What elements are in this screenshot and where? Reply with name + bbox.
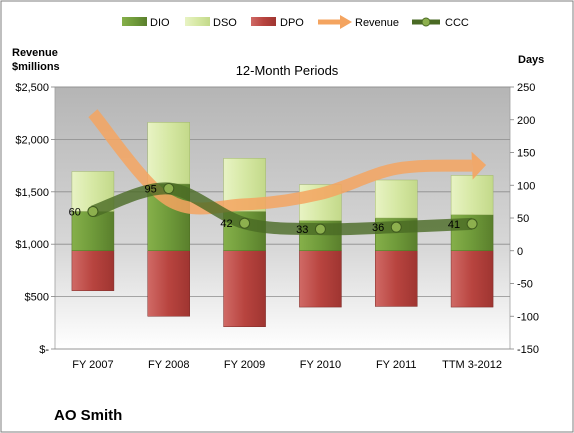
bar-dpo [375, 250, 418, 307]
revenue-arrowhead [471, 151, 487, 180]
right-tick-label: -150 [517, 344, 539, 356]
ccc-point [163, 183, 175, 195]
right-axis-ticks: 250 200 150 100 50 0 -50 -100 -150 [510, 82, 539, 356]
bar-dpo [223, 250, 266, 327]
bar-dso [450, 175, 494, 215]
legend: DIO DSO DPO Revenue CCC [122, 15, 469, 29]
right-tick-label: 200 [517, 115, 535, 127]
ccc-point [87, 205, 99, 217]
left-tick-label: $2,500 [15, 82, 49, 94]
bar-dso [147, 122, 190, 185]
category-label: FY 2009 [224, 359, 265, 371]
right-axis-title: Days [518, 54, 544, 66]
bar-dpo [147, 250, 190, 317]
category-label: FY 2011 [376, 359, 417, 371]
left-axis-ticks: $- $500 $1,000 $1,500 $2,000 $2,500 [15, 82, 55, 356]
legend-swatch-dso [185, 17, 210, 26]
lines [87, 109, 487, 236]
left-tick-label: $1,500 [15, 187, 49, 199]
legend-label-ccc: CCC [445, 17, 469, 29]
bar-dso [375, 179, 418, 219]
ccc-data-labels: 60 95 42 33 36 41 [69, 184, 460, 237]
ccc-data-label: 60 [69, 206, 81, 218]
left-axis-title-line2: $millions [12, 61, 60, 73]
bar-dpo [450, 250, 494, 308]
left-tick-label: $- [39, 344, 49, 356]
category-label: TTM 3-2012 [442, 359, 502, 371]
ccc-data-label: 36 [372, 222, 384, 234]
ccc-data-label: 95 [145, 184, 157, 196]
category-label: FY 2010 [300, 359, 341, 371]
legend-label-dso: DSO [213, 17, 237, 29]
legend-swatch-dpo [251, 17, 276, 26]
right-tick-label: -50 [517, 279, 533, 291]
ccc-data-label: 41 [448, 219, 460, 231]
left-tick-label: $2,000 [15, 134, 49, 146]
category-axis-ticks: FY 2007 FY 2008 FY 2009 FY 2010 FY 2011 TTM 3… [72, 359, 502, 371]
right-tick-label: 150 [517, 148, 535, 160]
ccc-data-label: 42 [220, 218, 232, 230]
bar-dpo [299, 250, 342, 308]
right-tick-label: 50 [517, 213, 529, 225]
left-tick-label: $1,000 [15, 239, 49, 251]
company-name: AO Smith [54, 407, 122, 424]
category-label: FY 2008 [148, 359, 189, 371]
ccc-point [466, 218, 478, 230]
ccc-point [390, 221, 402, 233]
category-label: FY 2007 [72, 359, 113, 371]
right-tick-label: 0 [517, 246, 523, 258]
bar-dpo [71, 250, 115, 291]
right-tick-label: 250 [517, 82, 535, 94]
ccc-point [239, 217, 251, 229]
right-tick-label: 100 [517, 180, 535, 192]
legend-label-dpo: DPO [280, 17, 304, 29]
legend-revenue-arrow-icon [318, 15, 352, 29]
chart-subtitle: 12-Month Periods [236, 63, 339, 78]
right-tick-label: -100 [517, 311, 539, 323]
legend-swatch-dio [122, 17, 147, 26]
legend-label-dio: DIO [150, 17, 170, 29]
left-axis-title-line1: Revenue [12, 47, 58, 59]
plot-area [54, 86, 511, 350]
legend-ccc-line-marker-icon [412, 17, 440, 27]
bar-dio [71, 211, 115, 251]
ccc-data-label: 33 [296, 224, 308, 236]
ccc-point [314, 223, 326, 235]
legend-label-revenue: Revenue [355, 17, 399, 29]
left-tick-label: $500 [25, 292, 49, 304]
